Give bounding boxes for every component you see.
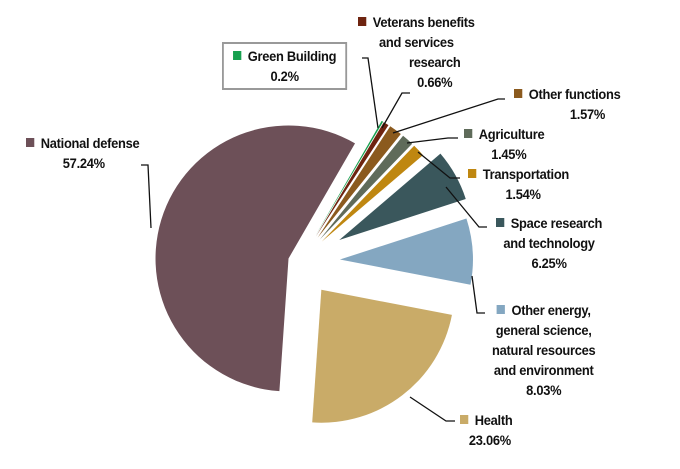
leader-trans	[417, 151, 460, 179]
label-other-functions: Other functions 1.57%	[514, 84, 621, 124]
label-value: 0.2%	[270, 68, 299, 84]
leader-space	[445, 186, 487, 228]
label-text: Veterans benefits	[372, 14, 475, 30]
label-value: 0.66%	[417, 74, 453, 90]
label-value: 1.45%	[491, 146, 527, 162]
pie-slice-space-research-and-technology	[339, 153, 466, 241]
leader-energy	[471, 275, 485, 314]
label-text: Green Building	[247, 48, 337, 64]
pie-slice-national-defense	[155, 125, 356, 392]
label-space: Space research and technology 6.25%	[496, 213, 602, 273]
label-text: Agriculture	[478, 126, 545, 142]
leader-agri	[406, 137, 458, 144]
label-text: natural resources	[492, 342, 596, 358]
label-text: and technology	[503, 235, 595, 251]
label-text: Space research	[510, 215, 603, 231]
label-green-building: Green Building 0.2%	[222, 42, 348, 90]
label-transportation: Transportation 1.54%	[468, 164, 569, 204]
pie-slice-other-functions	[317, 126, 401, 238]
label-text: National defense	[40, 135, 140, 151]
legend-swatch	[233, 51, 242, 60]
label-text: Health	[474, 412, 513, 428]
pie-slice-transportation	[321, 145, 423, 242]
label-value: 57.24%	[62, 155, 105, 171]
legend-swatch	[496, 218, 505, 227]
pie-slice-health	[312, 289, 452, 423]
label-value: 1.57%	[569, 106, 606, 122]
label-text: Other energy,	[511, 302, 591, 318]
leader-green	[362, 57, 379, 129]
label-text: research	[408, 54, 461, 70]
label-text: Other functions	[528, 86, 621, 102]
label-value: 8.03%	[526, 382, 562, 398]
leader-health	[409, 396, 455, 422]
label-value: 23.06%	[468, 432, 511, 448]
legend-swatch	[496, 305, 506, 314]
pie-slice-veterans-benefits-and-services-research	[315, 122, 389, 237]
label-text: general science,	[495, 322, 592, 338]
legend-swatch	[514, 89, 523, 98]
label-value: 6.25%	[531, 255, 567, 271]
legend-swatch	[460, 415, 469, 424]
label-veterans: Veterans benefits and services research …	[358, 12, 475, 92]
legend-swatch	[358, 17, 367, 26]
label-text: Transportation	[482, 166, 570, 182]
pie-slice-agriculture	[319, 135, 413, 240]
pie-slice-green-building	[315, 120, 384, 237]
label-other-energy: Other energy, general science, natural r…	[492, 300, 596, 400]
label-agriculture: Agriculture 1.45%	[464, 124, 545, 164]
pie-slice-other-energy-general-science-natural-resources-and-environment	[339, 218, 473, 285]
leader-defense	[141, 164, 152, 229]
leader-lines	[141, 57, 505, 422]
leader-other	[392, 98, 505, 134]
label-text: and services	[378, 34, 454, 50]
legend-swatch	[464, 129, 473, 138]
label-text: and environment	[493, 362, 594, 378]
label-value: 1.54%	[505, 186, 541, 202]
label-national-defense: National defense 57.24%	[26, 133, 140, 173]
legend-swatch	[26, 138, 35, 147]
leader-veterans	[381, 92, 410, 129]
legend-swatch	[468, 169, 477, 178]
label-health: Health 23.06%	[460, 410, 513, 450]
